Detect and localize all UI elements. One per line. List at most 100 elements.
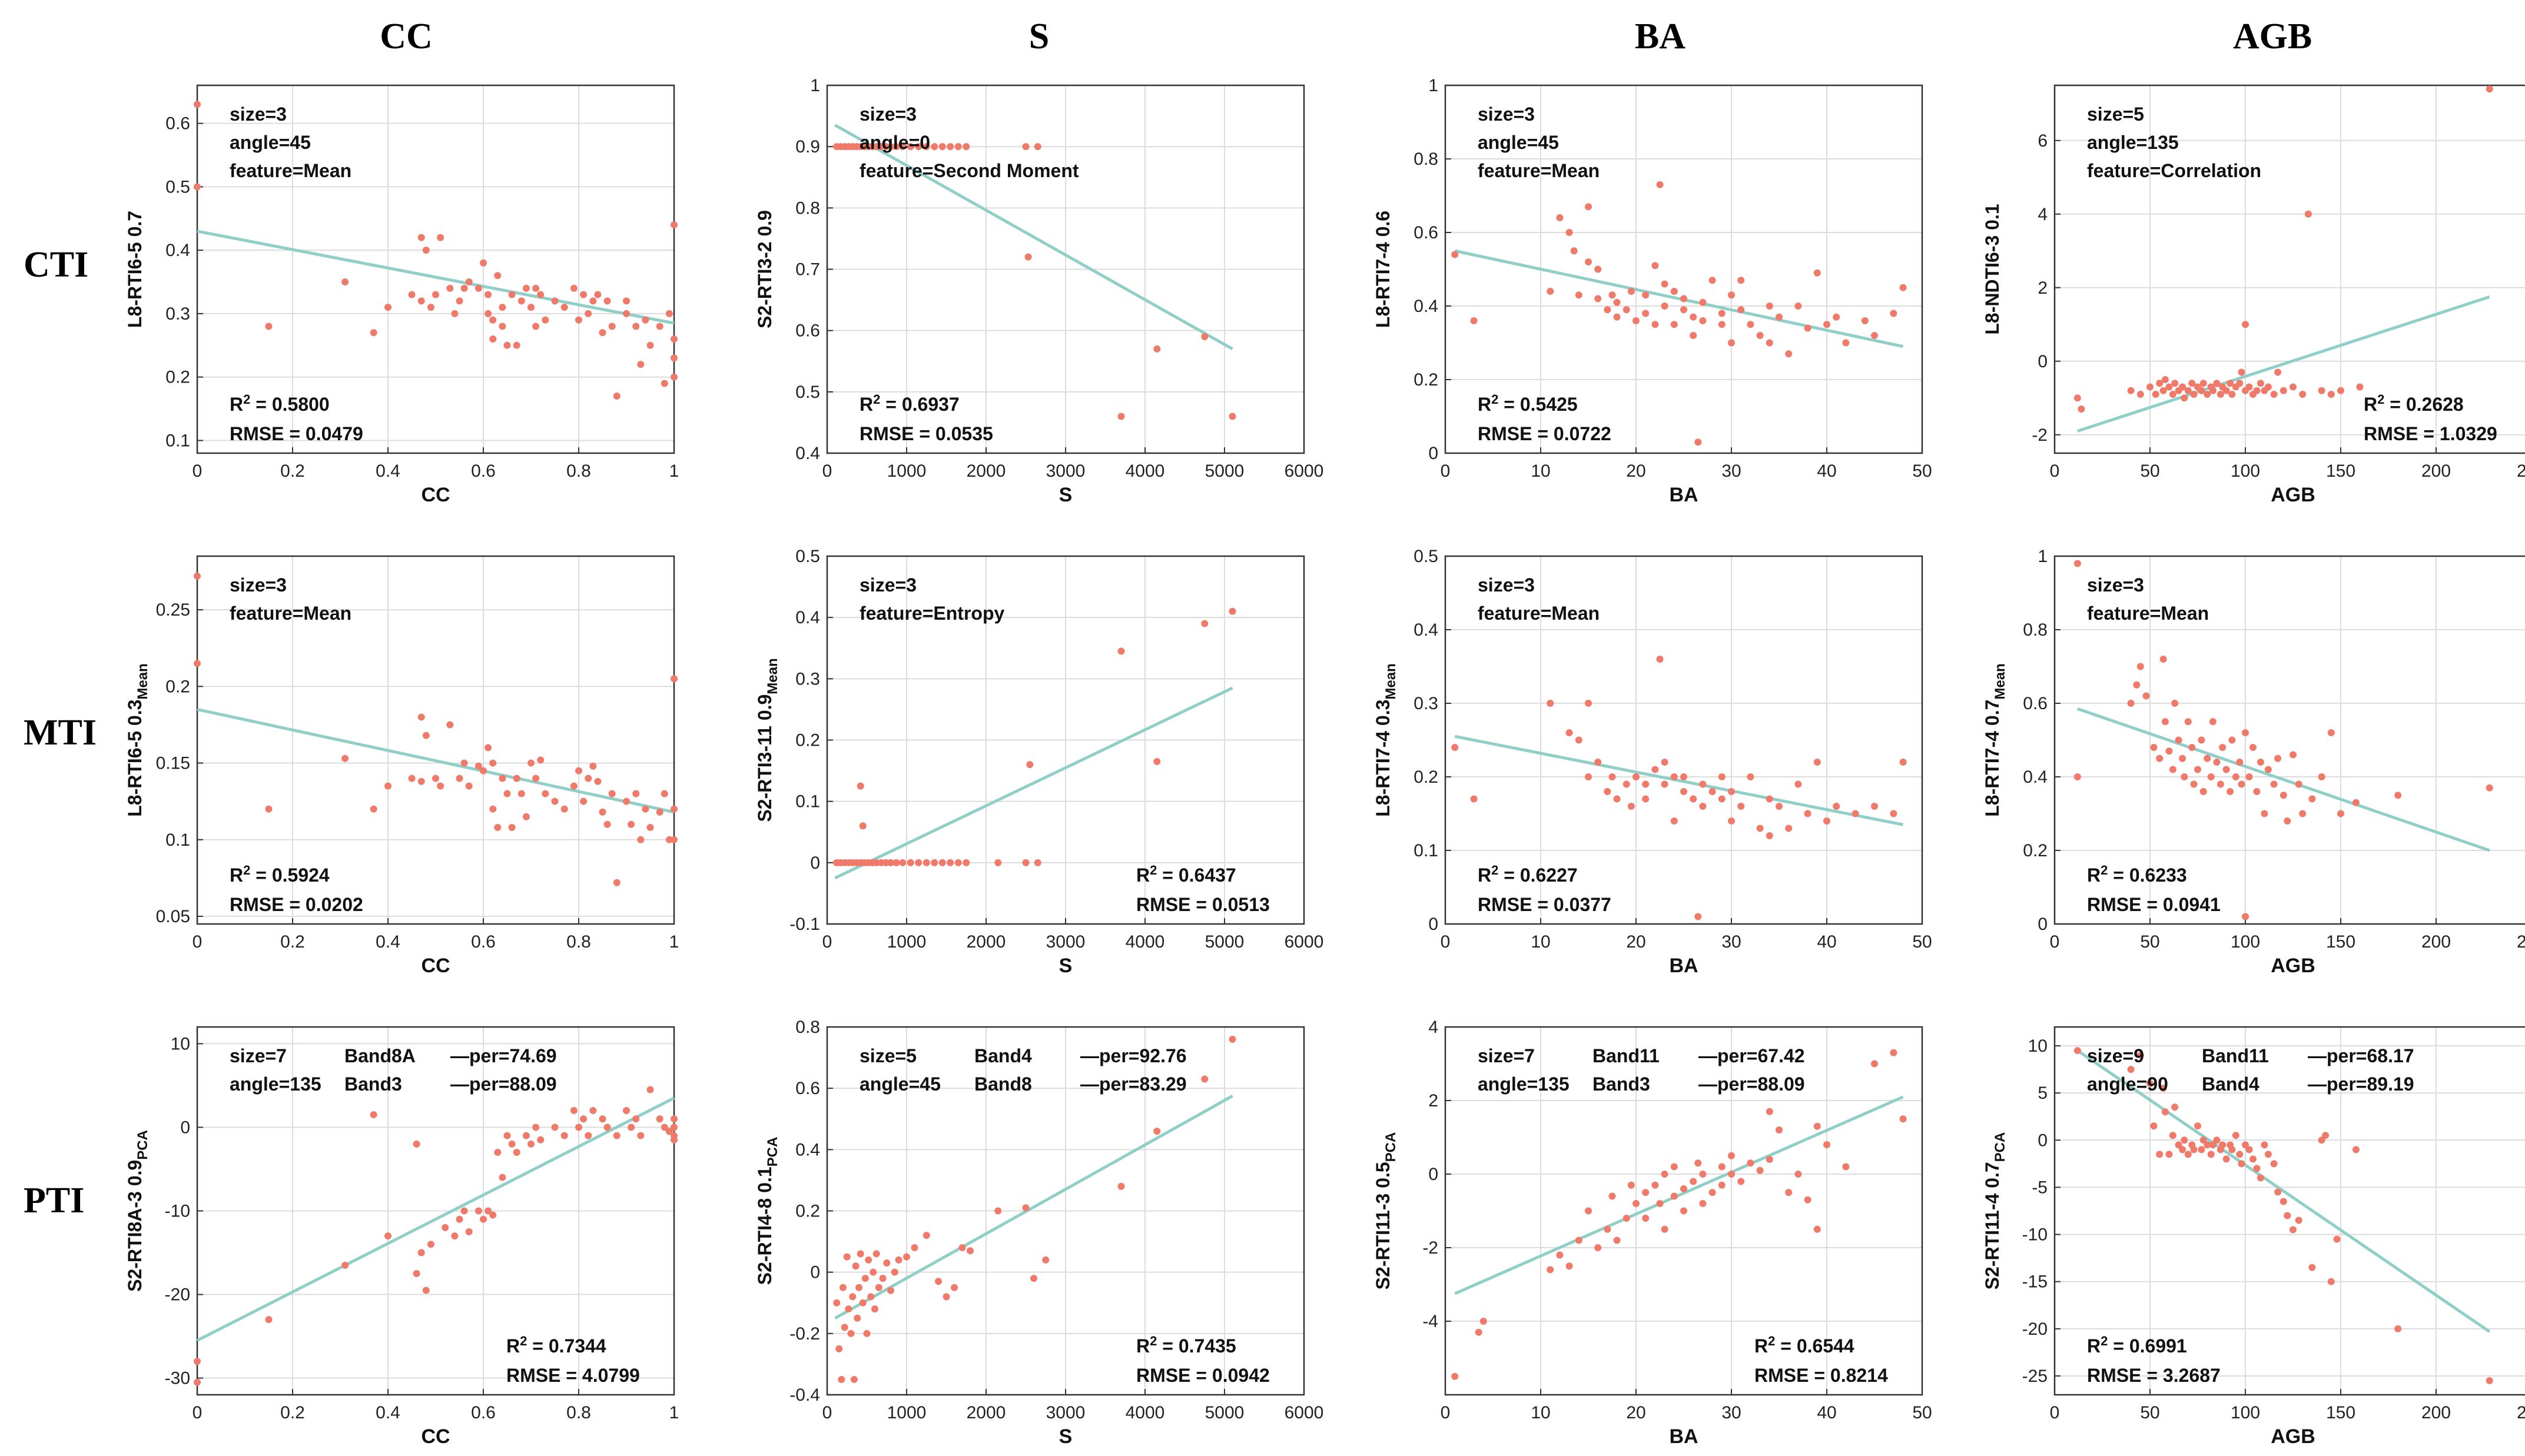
data-point <box>838 1375 845 1383</box>
data-point <box>923 1232 930 1239</box>
data-point <box>1699 298 1707 306</box>
data-point <box>1899 759 1907 766</box>
y-tick-label: 0.6 <box>1414 223 1438 242</box>
data-point <box>1633 773 1640 780</box>
data-point <box>1661 780 1668 788</box>
data-point <box>2280 792 2287 799</box>
data-point <box>370 1111 377 1119</box>
data-point <box>2290 383 2297 391</box>
data-point <box>2204 1141 2211 1149</box>
y-tick-label: 0.3 <box>1414 694 1438 713</box>
data-point <box>503 790 511 797</box>
x-tick-label: 0.2 <box>280 932 305 952</box>
panel-2-0: 0 0.2 0.4 0.6 0.8 1 -30 -20 -10 0 10 CC S2-RTI8A-3 0… <box>124 1026 679 1448</box>
rmse-text: RMSE = 0.8214 <box>1754 1365 1888 1386</box>
r-squared-symbol: R <box>230 394 243 415</box>
data-point <box>875 1284 882 1291</box>
data-point <box>2169 766 2176 773</box>
y-tick-label: 0.4 <box>165 241 190 260</box>
plot-frame <box>2053 555 2525 925</box>
data-point <box>489 316 497 324</box>
annotation-text: size=7 <box>1478 1045 1535 1066</box>
r-squared-value: = 0.6991 <box>2108 1335 2186 1357</box>
data-point <box>1670 773 1678 780</box>
data-point <box>1861 317 1869 324</box>
data-point <box>1642 1189 1650 1196</box>
data-point <box>194 660 201 667</box>
column-title-cc: CC <box>380 16 433 56</box>
data-point <box>1475 1328 1482 1336</box>
data-point <box>1694 913 1702 920</box>
data-point <box>1622 306 1630 314</box>
data-point <box>2253 387 2261 394</box>
data-point <box>2337 810 2344 817</box>
data-point <box>911 1244 918 1251</box>
data-point <box>1699 803 1707 810</box>
data-point <box>480 259 487 267</box>
data-point <box>1785 350 1793 358</box>
annotation-text: size=3 <box>2087 574 2144 596</box>
band-percent: —per=68.17 <box>2308 1045 2414 1066</box>
band-label: Band3 <box>1592 1073 1650 1095</box>
plot-frame <box>196 84 675 454</box>
data-point <box>1670 817 1678 825</box>
x-tick-label: 5000 <box>1205 1403 1245 1422</box>
y-axis-label: L8-RTI7-4 0.6 <box>1372 211 1393 328</box>
data-point <box>456 1215 463 1223</box>
data-point <box>341 1261 349 1269</box>
data-point <box>2161 1108 2169 1116</box>
r-squared-value: = 0.2628 <box>2384 394 2463 415</box>
r-squared-value: = 0.5425 <box>1498 394 1577 415</box>
data-point <box>1728 339 1735 347</box>
data-point <box>2136 1052 2144 1059</box>
data-point <box>2290 1226 2297 1234</box>
data-point <box>551 297 559 305</box>
data-point <box>417 1249 425 1256</box>
data-point <box>2159 1085 2167 1092</box>
data-point <box>613 879 621 886</box>
data-point <box>1604 1225 1611 1233</box>
data-point <box>2257 1174 2264 1182</box>
data-point <box>1766 1156 1773 1163</box>
data-point <box>1728 1152 1735 1159</box>
r-squared-symbol: R <box>230 865 243 886</box>
data-point <box>2304 210 2312 218</box>
data-point <box>2207 773 2215 780</box>
r-squared-value: = 0.6544 <box>1775 1335 1854 1357</box>
data-point <box>1642 310 1650 317</box>
data-point <box>907 143 914 151</box>
data-point <box>370 805 377 813</box>
r-squared-symbol: R <box>1754 1335 1768 1357</box>
data-point <box>2198 1146 2205 1154</box>
x-axis-label: S <box>1059 955 1073 977</box>
y-axis-label-main: L8-NDTI6-3 0.1 <box>1982 204 2003 334</box>
data-point <box>852 1262 860 1270</box>
panel-2-1: 0 1000 2000 3000 4000 5000 6000 -0.4 -0.2 0 0.2 0.4… <box>754 1018 1323 1448</box>
y-tick-label: 0.2 <box>795 731 820 750</box>
data-point <box>513 341 520 349</box>
x-tick-label: 3000 <box>1046 932 1086 952</box>
x-axis-label: CC <box>421 1425 450 1448</box>
x-tick-label: 0 <box>193 461 203 481</box>
data-point <box>494 823 502 831</box>
rmse-text: RMSE = 4.0799 <box>506 1365 640 1386</box>
data-point <box>1594 265 1602 273</box>
data-point <box>1766 339 1773 347</box>
data-point <box>2308 1264 2316 1271</box>
data-point <box>2222 766 2230 773</box>
x-axis-label: AGB <box>2271 484 2315 506</box>
data-point <box>2207 1151 2215 1158</box>
data-point <box>923 859 930 866</box>
y-tick-label: 1 <box>2038 547 2048 566</box>
y-tick-label: 5 <box>2038 1083 2048 1103</box>
data-point <box>632 323 640 330</box>
data-point <box>887 1287 894 1294</box>
data-point <box>1756 825 1764 832</box>
data-point <box>437 782 444 790</box>
data-point <box>603 1123 611 1131</box>
data-point <box>1613 298 1621 306</box>
data-point <box>408 291 416 298</box>
band-percent: —per=67.42 <box>1698 1045 1805 1066</box>
data-point <box>1718 321 1726 328</box>
